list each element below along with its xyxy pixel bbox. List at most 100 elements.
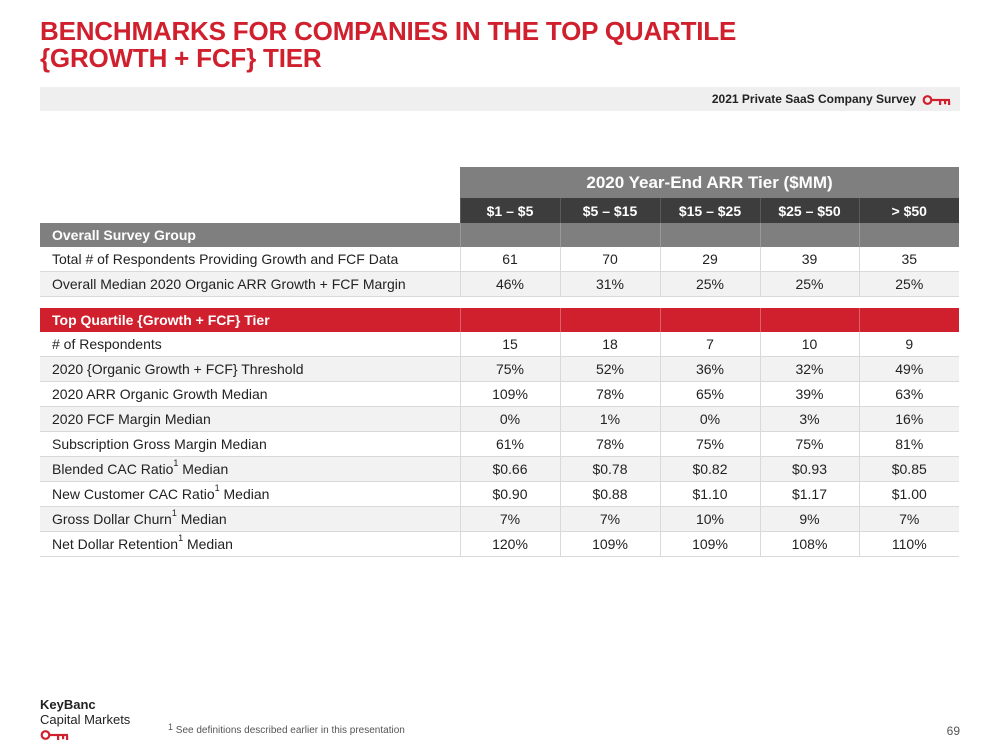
table-cell: 7%: [559, 506, 660, 532]
table-cell: 25%: [759, 271, 859, 297]
table-cell: 46%: [459, 271, 560, 297]
row-label: Subscription Gross Margin Median: [40, 431, 460, 457]
row-label-text: Net Dollar Retention: [52, 536, 179, 552]
row-label: Net Dollar Retention1 Median: [40, 531, 460, 557]
table-cell: 70: [559, 247, 660, 272]
table-cell: 29: [659, 247, 760, 272]
table-cell: 15: [459, 332, 560, 357]
table-row: # of Respondents 15 18 7 10 9: [40, 332, 960, 357]
table-cell: 16%: [858, 406, 960, 432]
row-label-suffix: Median: [183, 536, 233, 552]
table-cell: 109%: [559, 531, 660, 557]
survey-banner: 2021 Private SaaS Company Survey: [40, 87, 960, 111]
tier-header: $5 – $15: [559, 198, 660, 223]
row-label: # of Respondents: [40, 332, 460, 357]
table-cell: 25%: [858, 271, 960, 297]
table-cell: 75%: [659, 431, 760, 457]
table-cell: 49%: [858, 356, 960, 382]
row-label: New Customer CAC Ratio1 Median: [40, 481, 460, 507]
header-blank-cell: [40, 167, 460, 198]
table-cell: $0.82: [659, 456, 760, 482]
table-cell: $0.66: [459, 456, 560, 482]
section-fill: [858, 223, 960, 247]
table-cell: 7%: [459, 506, 560, 532]
table-cell: 110%: [858, 531, 960, 557]
footnote-text: See definitions described earlier in thi…: [173, 725, 405, 736]
footnote-marker: 1: [178, 533, 184, 543]
table-cell: $1.10: [659, 481, 760, 507]
page-title-line-2: {GROWTH + FCF} TIER: [40, 43, 322, 73]
table-cell: 18: [559, 332, 660, 357]
row-label-suffix: Median: [178, 461, 229, 477]
table-cell: 7: [659, 332, 760, 357]
table-cell: 61: [459, 247, 560, 272]
key-icon: [922, 95, 951, 105]
table-cell: 81%: [858, 431, 960, 457]
row-label: Overall Median 2020 Organic ARR Growth +…: [40, 271, 460, 297]
table-row: Blended CAC Ratio1 Median $0.66 $0.78 $0…: [40, 456, 960, 482]
table-cell: 39%: [759, 381, 859, 407]
table-cell: 9%: [759, 506, 859, 532]
table-row: Total # of Respondents Providing Growth …: [40, 247, 960, 272]
table-header-row: 2020 Year-End ARR Tier ($MM): [40, 167, 960, 198]
section-header-overall: Overall Survey Group: [40, 223, 960, 247]
table-cell: 61%: [459, 431, 560, 457]
table-cell: 3%: [759, 406, 859, 432]
page-title-line-1: BENCHMARKS FOR COMPANIES IN THE TOP QUAR…: [40, 16, 737, 46]
table-cell: 75%: [759, 431, 859, 457]
table-row: 2020 {Organic Growth + FCF} Threshold 75…: [40, 356, 960, 382]
table-row: 2020 FCF Margin Median 0% 1% 0% 3% 16%: [40, 406, 960, 432]
table-cell: 78%: [559, 431, 660, 457]
table-cell: 31%: [559, 271, 660, 297]
table-row: Net Dollar Retention1 Median 120% 109% 1…: [40, 531, 960, 557]
table-cell: 0%: [659, 406, 760, 432]
row-label: Gross Dollar Churn1 Median: [40, 506, 460, 532]
table-cell: 39: [759, 247, 859, 272]
table-cell: 78%: [559, 381, 660, 407]
section-fill: [459, 223, 560, 247]
arr-tier-header: 2020 Year-End ARR Tier ($MM): [460, 167, 960, 198]
benchmarks-table: 2020 Year-End ARR Tier ($MM) $1 – $5 $5 …: [40, 167, 960, 557]
footnote-marker: 1: [171, 508, 177, 518]
table-cell: $0.90: [459, 481, 560, 507]
section-fill: [559, 223, 660, 247]
table-cell: 10%: [659, 506, 760, 532]
section-fill: [858, 308, 960, 332]
table-row: Subscription Gross Margin Median 61% 78%…: [40, 431, 960, 457]
spacer-cell: [40, 296, 960, 308]
section-label: Overall Survey Group: [40, 223, 460, 247]
row-label: 2020 FCF Margin Median: [40, 406, 460, 432]
table-cell: $0.93: [759, 456, 859, 482]
footnote-marker: 1: [173, 458, 179, 468]
keybanc-logo: KeyBanc Capital Markets: [40, 697, 130, 727]
page-number: 69: [946, 724, 960, 738]
table-cell: 25%: [659, 271, 760, 297]
table-cell: 75%: [459, 356, 560, 382]
table-cell: 52%: [559, 356, 660, 382]
header-blank-cell: [40, 198, 460, 223]
row-label: Blended CAC Ratio1 Median: [40, 456, 460, 482]
footnote: 1 See definitions described earlier in t…: [168, 722, 405, 736]
logo-brand: KeyBanc: [40, 697, 96, 712]
section-fill: [759, 308, 859, 332]
table-cell: 9: [858, 332, 960, 357]
table-cell: 36%: [659, 356, 760, 382]
row-label-suffix: Median: [219, 486, 270, 502]
section-fill: [759, 223, 859, 247]
row-label: 2020 ARR Organic Growth Median: [40, 381, 460, 407]
page-title: BENCHMARKS FOR COMPANIES IN THE TOP QUAR…: [40, 18, 940, 72]
table-cell: 7%: [858, 506, 960, 532]
row-label: Total # of Respondents Providing Growth …: [40, 247, 460, 272]
table-cell: $0.88: [559, 481, 660, 507]
row-label-text: New Customer CAC Ratio: [52, 486, 215, 502]
table-cell: 65%: [659, 381, 760, 407]
table-cell: $0.78: [559, 456, 660, 482]
table-cell: 35: [858, 247, 960, 272]
tier-header: $1 – $5: [459, 198, 560, 223]
footnote-marker: 1: [214, 483, 220, 493]
table-cell: 0%: [459, 406, 560, 432]
section-fill: [559, 308, 660, 332]
table-cell: 1%: [559, 406, 660, 432]
table-row: Overall Median 2020 Organic ARR Growth +…: [40, 271, 960, 297]
table-row: New Customer CAC Ratio1 Median $0.90 $0.…: [40, 481, 960, 507]
